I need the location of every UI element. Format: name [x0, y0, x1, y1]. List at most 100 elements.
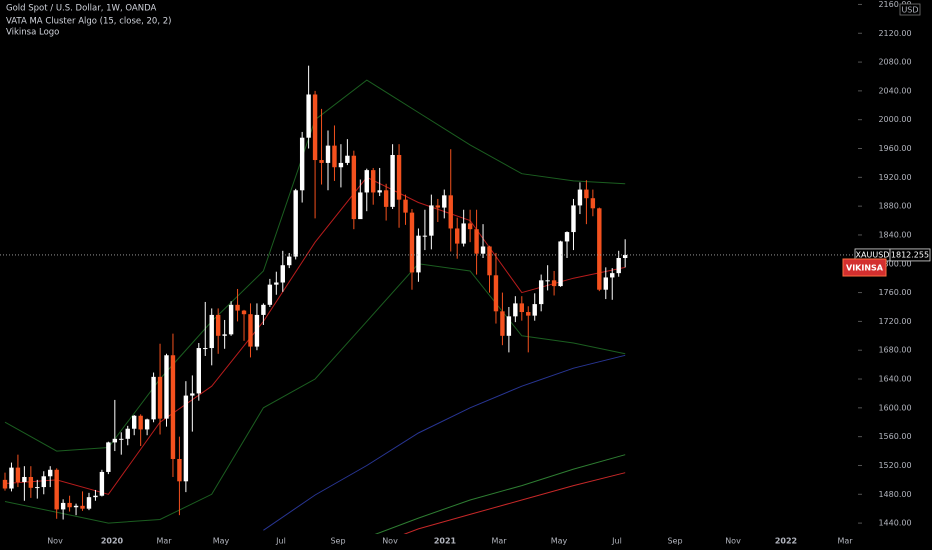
candle-body [332, 145, 337, 168]
indicator-line [4, 263, 626, 524]
candle-body [228, 304, 234, 335]
price-label: 1812.255 [891, 250, 929, 259]
candle-body [93, 495, 98, 498]
candle-body [545, 280, 550, 282]
candle-body [603, 277, 608, 290]
candle-body [325, 145, 331, 163]
y-tick-label: 2120.00 [878, 29, 911, 38]
y-tick-label: 1880.00 [878, 202, 911, 211]
y-tick-label: 2080.00 [878, 58, 911, 67]
candle-body [519, 303, 524, 313]
x-tick-label: Mar [837, 537, 853, 546]
candle-body [99, 471, 105, 496]
candle-body [48, 469, 53, 477]
candle-body [622, 254, 628, 259]
x-tick-label: May [551, 537, 568, 546]
candle-body [390, 154, 395, 207]
candle-body [319, 160, 324, 163]
candle-body [125, 428, 130, 439]
y-tick-label: 1520.00 [878, 461, 911, 470]
candle-body [345, 155, 350, 163]
chart-title: Gold Spot / U.S. Dollar, 1W, OANDA [6, 4, 156, 14]
candle-body [358, 192, 363, 220]
candle-body [383, 190, 389, 207]
candle-body [67, 502, 72, 508]
plot-area [0, 65, 858, 534]
candle-body [480, 246, 486, 254]
candle-body [584, 189, 589, 199]
candle-body [493, 275, 499, 312]
candle-body [571, 205, 576, 233]
x-tick-label: 2022 [775, 537, 797, 546]
candle-body [261, 304, 266, 315]
y-tick-label: 2040.00 [878, 86, 911, 95]
y-tick-label: 1760.00 [878, 288, 911, 297]
candle-body [526, 312, 531, 316]
candle-body [119, 438, 124, 440]
price-axis: 1440.00 1480.00 1520.00 1560.00 1600.00 1640.… [842, 0, 931, 528]
symbol-label: XAUUSD [856, 250, 890, 259]
x-tick-label: May [213, 537, 230, 546]
candle-body [73, 505, 79, 508]
y-tick-label: 1960.00 [878, 144, 911, 153]
candle-body [35, 487, 40, 489]
candle-body [132, 415, 137, 429]
y-tick-label: 1480.00 [878, 490, 911, 499]
x-tick-label: Mar [491, 537, 507, 546]
candle-body [590, 198, 596, 209]
y-tick-label: 1920.00 [878, 173, 911, 182]
candle-body [422, 235, 428, 237]
y-tick-label: 1600.00 [878, 403, 911, 412]
candle-body [157, 376, 163, 419]
candle-body [170, 355, 176, 459]
x-tick-label: Sep [667, 537, 682, 546]
candle-body [106, 442, 111, 472]
candle-body [577, 189, 583, 206]
candle-body [274, 282, 279, 285]
candle-body [138, 415, 143, 430]
candle-body [299, 137, 305, 191]
x-tick-label: Jul [611, 537, 622, 546]
candle-body [306, 94, 311, 138]
x-tick-label: Nov [47, 537, 63, 546]
x-tick-label: Mar [156, 537, 172, 546]
x-tick-label: 2020 [101, 537, 124, 546]
y-tick-label: 1680.00 [878, 346, 911, 355]
y-tick-label: 1440.00 [878, 519, 911, 528]
candle-body [183, 395, 189, 482]
x-tick-label: Nov [382, 537, 398, 546]
candle-body [222, 334, 227, 336]
candle-body [60, 502, 66, 510]
candle-body [241, 310, 247, 315]
candle-body [610, 273, 615, 278]
candle-body [287, 256, 292, 266]
x-tick-label: Jul [275, 537, 286, 546]
candle-body [54, 469, 59, 510]
candle-body [416, 235, 421, 273]
price-tag [889, 248, 931, 262]
candle-body [377, 190, 382, 193]
candle-body [9, 467, 14, 489]
indicator-line [263, 354, 626, 531]
candle-body [396, 154, 402, 200]
candle-body [487, 246, 492, 276]
candle-body [364, 170, 369, 193]
candle-body [448, 195, 453, 229]
candle-body [196, 348, 201, 394]
indicator-line [4, 176, 626, 495]
candle-body [455, 228, 460, 244]
indicator-legend: VATA MA Cluster Algo (15, close, 20, 2) [6, 17, 171, 27]
candle-body [235, 304, 240, 311]
candle-body [254, 314, 260, 347]
candle-body [532, 304, 537, 316]
candle-body [506, 316, 512, 336]
candle-body [616, 258, 621, 274]
candle-body [403, 199, 408, 213]
candle-body [371, 170, 376, 193]
candle-body [280, 265, 285, 283]
candle-body [15, 467, 21, 483]
candle-body [513, 303, 518, 317]
indicator-line [374, 454, 626, 534]
candle-body [429, 205, 434, 236]
x-tick-label: Sep [330, 537, 345, 546]
